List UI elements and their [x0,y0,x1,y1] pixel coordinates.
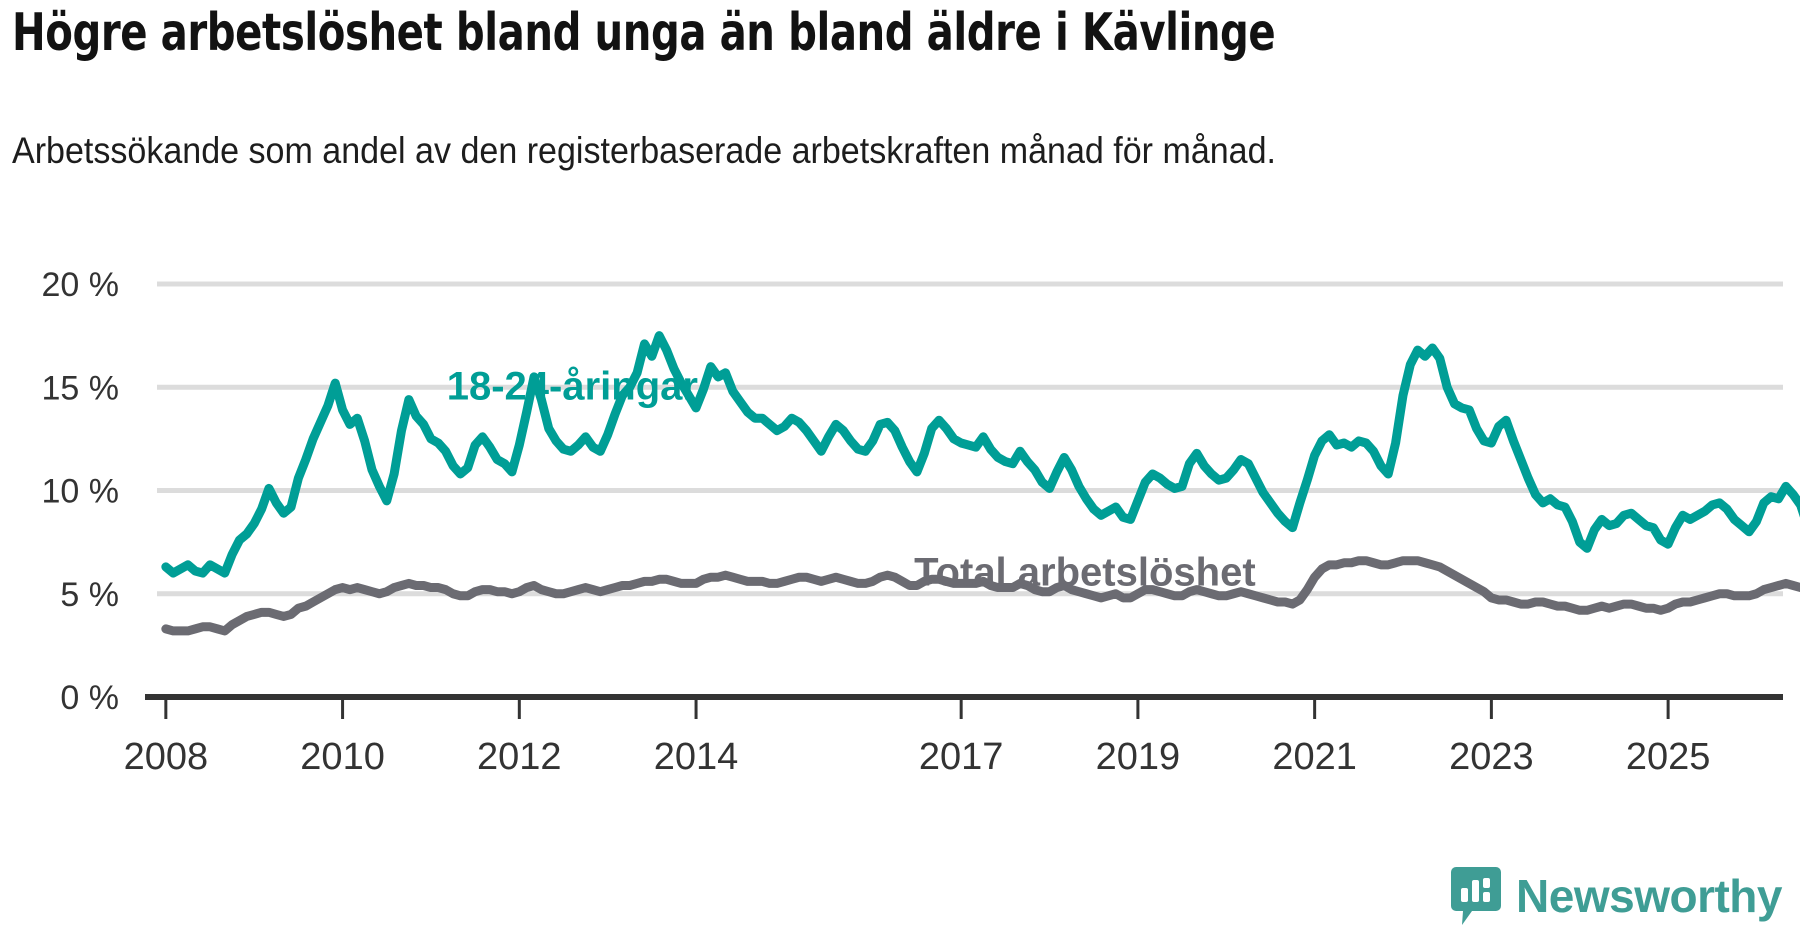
series-line-total-arbetsl-shet [161,556,1800,636]
y-axis-labels: 0 % 5 % 10 % 15 % 20 % [42,266,120,717]
gridlines [157,281,1783,597]
x-tick-label: 2019 [1096,736,1181,778]
series-label: 18-24-åringar [447,365,698,409]
unemployment-line-chart: 0 % 5 % 10 % 15 % 20 % 9,2 %18-24-åringar5,5… [0,245,1800,785]
x-tick-label: 2008 [124,736,209,778]
x-axis-labels: 2008 2010 2012 2014 2017 2019 2021 2023 2025 [124,736,1711,778]
page-subtitle: Arbetssökande som andel av den registerb… [12,130,1277,171]
x-tick-label: 2010 [300,736,385,778]
x-tick-label: 2017 [919,736,1004,778]
newsworthy-bars-bubble-icon [1451,867,1502,925]
x-tick-label: 2023 [1449,736,1534,778]
x-tick-label: 2025 [1626,736,1711,778]
x-axis [145,694,1783,719]
page-title: Högre arbetslöshet bland unga än bland ä… [12,3,1276,63]
y-tick-label: 5 % [60,576,119,614]
y-tick-label: 0 % [60,679,119,717]
y-tick-label: 20 % [42,266,120,304]
y-tick-label: 15 % [42,369,120,407]
series-label: Total arbetslöshet [914,550,1256,594]
newsworthy-logo[interactable]: Newsworthy [1450,866,1782,926]
x-tick-label: 2014 [654,736,739,778]
x-tick-label: 2012 [477,736,562,778]
series-line-18-24-ringar [161,331,1800,578]
series-paths [161,331,1800,636]
logo-wordmark: Newsworthy [1516,870,1782,922]
y-tick-label: 10 % [42,473,120,511]
x-tick-label: 2021 [1272,736,1357,778]
chart-svg: 0 % 5 % 10 % 15 % 20 % 9,2 %18-24-åringar5,5… [42,266,1800,778]
series-annotations: 9,2 %18-24-åringar5,5 %Total arbetslöshe… [447,365,1256,595]
